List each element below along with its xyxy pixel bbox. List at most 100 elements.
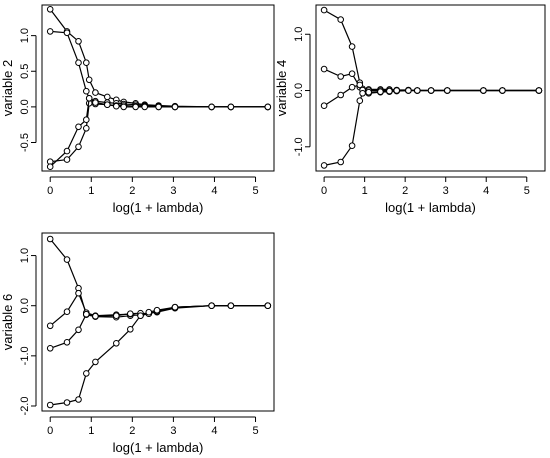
- data-point: [365, 88, 373, 96]
- x-tick-label: 0: [321, 185, 327, 197]
- y-tick-label: 0.0: [293, 83, 305, 98]
- data-point: [359, 90, 366, 97]
- y-tick-label: -1.0: [19, 346, 31, 365]
- data-point: [63, 147, 71, 155]
- data-point: [75, 289, 82, 297]
- x-tick-label: 3: [443, 185, 449, 197]
- x-tick-label: 5: [252, 425, 258, 437]
- data-point: [46, 28, 54, 35]
- data-point: [427, 87, 435, 94]
- data-point: [337, 158, 345, 166]
- data-point: [535, 87, 543, 94]
- series-line-3: [50, 102, 268, 163]
- data-point: [104, 93, 111, 101]
- data-point: [63, 156, 71, 163]
- x-tick-label: 3: [170, 425, 176, 437]
- data-point: [83, 310, 90, 318]
- data-point: [155, 103, 162, 111]
- data-point: [264, 103, 272, 111]
- data-point: [377, 88, 384, 95]
- data-point: [153, 306, 161, 314]
- data-point: [83, 59, 90, 67]
- data-point: [63, 256, 71, 263]
- data-point: [83, 87, 90, 95]
- data-point: [92, 312, 99, 320]
- x-tick-label: 1: [362, 185, 368, 197]
- data-point: [113, 312, 120, 320]
- panel-0-xlabel: log(1 + lambda): [113, 200, 204, 215]
- plot-frame: [315, 4, 546, 172]
- data-point: [75, 143, 82, 151]
- panel-variable-2: log(1 + lambda) variable 2 0 1 2 3 4 5 -0.5 0.0…: [0, 4, 275, 215]
- data-point: [356, 81, 364, 89]
- x-tick-label: 0: [47, 425, 53, 437]
- x-tick-label: 0: [47, 185, 53, 197]
- data-point: [320, 6, 328, 14]
- x-tick-label: 2: [129, 425, 135, 437]
- data-point: [444, 87, 451, 94]
- series-line-4: [49, 97, 268, 168]
- data-point: [141, 103, 148, 111]
- x-tick-label: 4: [211, 185, 217, 197]
- data-point: [348, 142, 356, 149]
- data-point: [63, 308, 71, 316]
- panel-variable-4: log(1 + lambda) variable 4 0 1 2 3 4 5 -1.0 0.0…: [274, 4, 546, 215]
- data-point: [85, 95, 93, 102]
- data-point: [264, 302, 272, 310]
- panel-variable-6: log(1 + lambda) variable 6 0 1 2 3 4 5 -2.0 -1.…: [0, 232, 275, 455]
- data-point: [46, 6, 54, 13]
- data-point: [85, 76, 93, 84]
- data-point: [227, 302, 235, 310]
- series-line-2: [50, 30, 268, 108]
- data-point: [46, 401, 54, 409]
- data-point: [320, 65, 328, 73]
- data-point: [46, 163, 54, 170]
- data-point: [75, 38, 82, 45]
- data-point: [348, 70, 356, 77]
- data-point: [83, 116, 90, 123]
- data-point: [171, 303, 179, 311]
- data-point: [83, 370, 90, 377]
- panel-1-ylabel: variable 4: [274, 60, 289, 116]
- series-line-1: [49, 8, 268, 108]
- data-point: [227, 103, 235, 111]
- data-point: [83, 125, 90, 132]
- data-point: [104, 101, 111, 108]
- data-point: [127, 326, 134, 333]
- x-tick-label: 5: [524, 185, 530, 197]
- data-point: [337, 16, 345, 23]
- y-tick-label: -1.0: [293, 137, 305, 156]
- data-point: [113, 102, 120, 110]
- data-point: [120, 103, 127, 111]
- x-tick-label: 3: [170, 185, 176, 197]
- data-point: [208, 302, 215, 310]
- data-point: [208, 103, 215, 111]
- data-point: [92, 358, 99, 366]
- y-tick-label: -2.0: [19, 397, 31, 416]
- data-point: [348, 43, 356, 50]
- data-point: [132, 103, 139, 111]
- x-tick-label: 2: [129, 185, 135, 197]
- data-point: [75, 59, 82, 67]
- panel-0-ylabel: variable 2: [0, 60, 15, 116]
- plot-frame: [41, 232, 275, 412]
- data-point: [337, 91, 345, 99]
- panel-2-ylabel: variable 6: [0, 294, 15, 350]
- data-point: [499, 87, 506, 94]
- x-tick-label: 5: [252, 185, 258, 197]
- data-point: [75, 326, 82, 334]
- data-point: [92, 89, 99, 96]
- data-point: [320, 102, 328, 109]
- data-point: [46, 322, 54, 330]
- data-point: [414, 87, 421, 94]
- y-tick-label: -0.5: [19, 133, 31, 152]
- data-point: [405, 87, 412, 94]
- y-tick-label: 0.5: [19, 64, 31, 79]
- x-tick-label: 1: [88, 425, 94, 437]
- data-point: [348, 83, 356, 91]
- data-point: [386, 87, 393, 95]
- y-tick-label: 1.0: [19, 28, 31, 43]
- data-point: [171, 103, 179, 111]
- x-tick-label: 1: [88, 185, 94, 197]
